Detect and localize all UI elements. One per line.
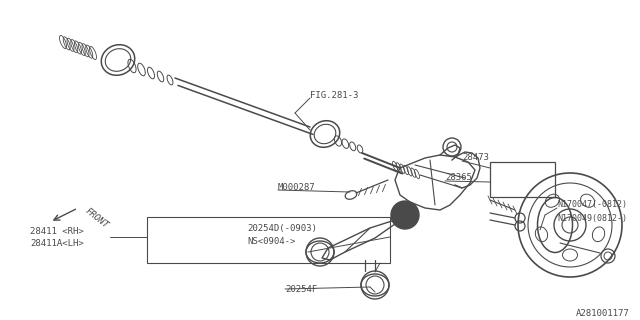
Text: NS<0904->: NS<0904->: [247, 236, 296, 245]
Text: 28473: 28473: [462, 154, 489, 163]
Bar: [147, 217, 390, 263]
Text: FRONT: FRONT: [83, 206, 109, 230]
Text: A281001177: A281001177: [576, 308, 630, 317]
Text: 28365: 28365: [445, 173, 472, 182]
Text: 28411A<LH>: 28411A<LH>: [30, 239, 84, 249]
Text: 20254D(-0903): 20254D(-0903): [247, 223, 317, 233]
Bar: [490, 162, 555, 197]
Text: 20254F: 20254F: [285, 284, 317, 293]
Circle shape: [391, 201, 419, 229]
Text: FIG.281-3: FIG.281-3: [310, 91, 358, 100]
Text: M000287: M000287: [278, 182, 316, 191]
Text: 28411 <RH>: 28411 <RH>: [30, 227, 84, 236]
Text: N170047(-0812): N170047(-0812): [557, 201, 627, 210]
Text: N170049(0812-): N170049(0812-): [557, 213, 627, 222]
